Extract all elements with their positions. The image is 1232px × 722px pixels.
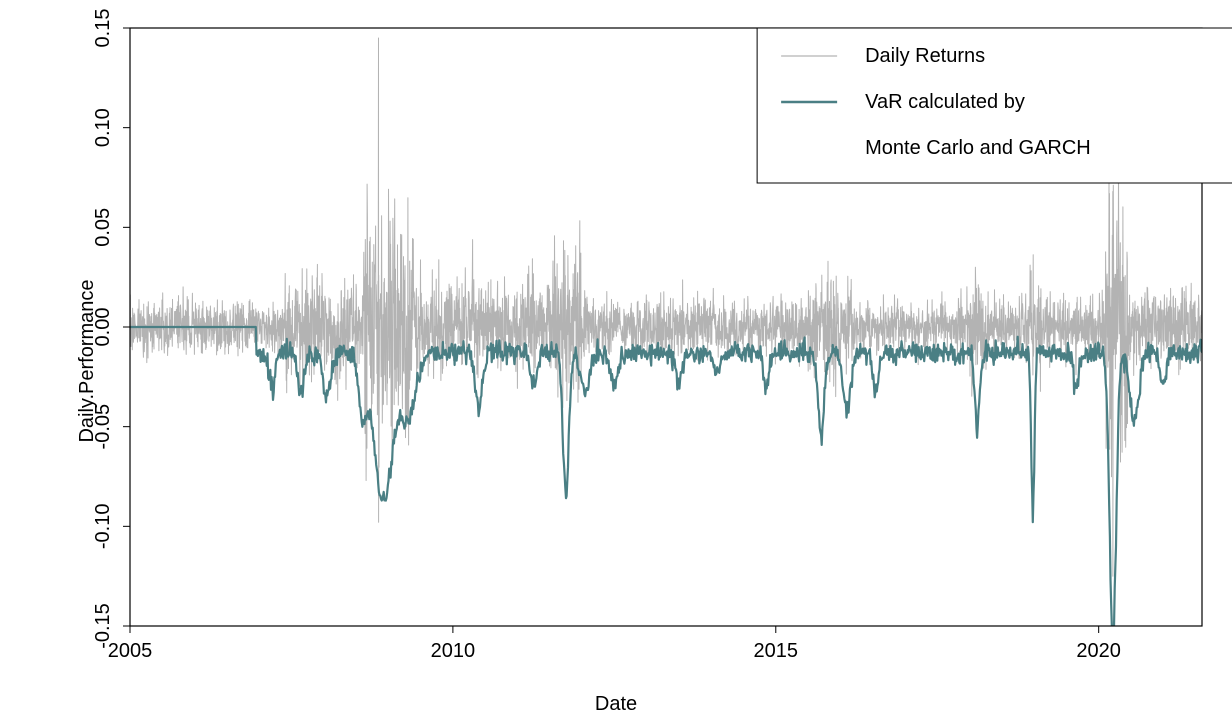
- chart-container: Daily.Performance Date -0.15-0.10-0.050.…: [0, 0, 1232, 722]
- y-tick-label: 0.10: [92, 108, 114, 147]
- x-tick-label: 2020: [1076, 640, 1121, 662]
- y-tick-label: -0.10: [92, 504, 114, 550]
- series-var: [130, 327, 1202, 637]
- legend-entry-var-line1: VaR calculated by: [865, 91, 1025, 113]
- legend-entry-var-line2: Monte Carlo and GARCH: [865, 137, 1091, 159]
- legend-entry-returns: Daily Returns: [865, 45, 985, 67]
- y-tick-label: 0.05: [92, 208, 114, 247]
- x-tick-label: 2015: [754, 640, 799, 662]
- x-axis-label: Date: [595, 693, 637, 716]
- legend: Daily Returns VaR calculated by Monte Carl…: [757, 28, 1232, 183]
- x-tick-label: 2010: [431, 640, 476, 662]
- x-tick-label: 2005: [108, 640, 153, 662]
- plot-svg: -0.15-0.10-0.050.000.050.100.15200520102…: [0, 0, 1232, 722]
- y-axis-label: Daily.Performance: [76, 279, 99, 442]
- y-tick-label: 0.15: [92, 9, 114, 48]
